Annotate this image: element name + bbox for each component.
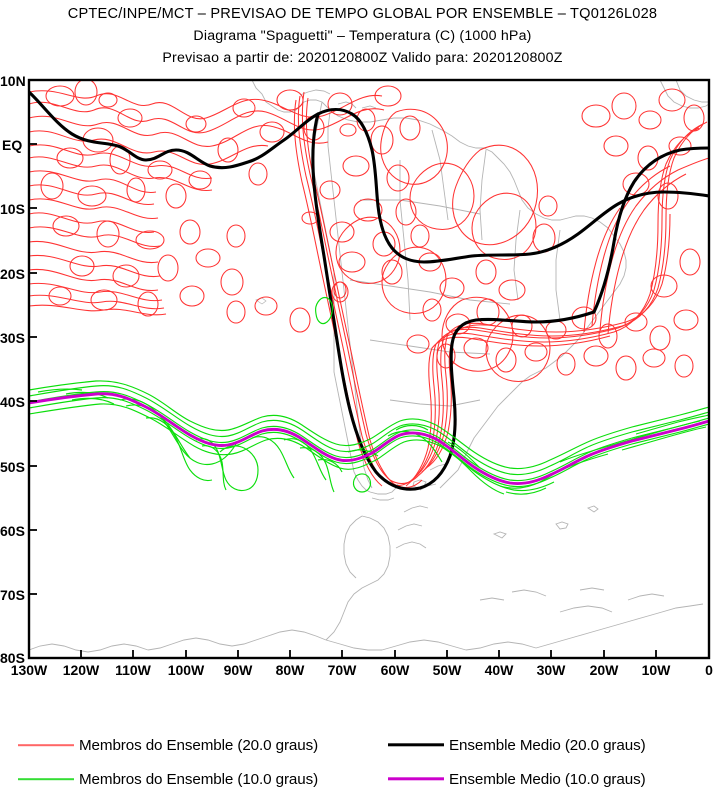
y-tick-label: 80S [0,650,25,666]
page-title: CPTEC/INPE/MCT – PREVISAO DE TEMPO GLOBA… [67,6,658,22]
plot-background [29,80,709,658]
x-tick-label: 90W [224,662,254,678]
y-axis-labels: 10N EQ 10S 20S 30S 40S 50S 60S 70S 80S [0,73,26,666]
x-tick-label: 40W [485,662,515,678]
x-tick-label: 80W [276,662,306,678]
ensemble-members-20-layer [29,80,709,489]
legend-label-mean-10: Ensemble Medio (10.0 graus) [449,770,646,788]
legend-row-20deg: Membros do Ensemble (20.0 graus) Ensembl… [0,730,725,760]
x-tick-label: 130W [11,662,48,678]
legend-item-mean-20: Ensemble Medio (20.0 graus) [388,730,646,760]
legend-item-members-10: Membros do Ensemble (10.0 graus) [18,764,318,794]
x-tick-label: 0 [705,662,713,678]
x-axis: 130W 120W 110W 100W 90W 80W 70W 60W 50W … [11,650,713,678]
legend-item-members-20: Membros do Ensemble (20.0 graus) [18,730,318,760]
y-axis-ticks [29,79,37,659]
x-tick-label: 50W [433,662,463,678]
legend-item-mean-10: Ensemble Medio (10.0 graus) [388,764,646,794]
y-tick-label: 30S [0,330,25,346]
chart-legend: Membros do Ensemble (20.0 graus) Ensembl… [0,722,725,792]
forecast-validity-text: Previsao a partir de: 2020120800Z Valido… [162,50,563,66]
coastline-layer [29,80,709,653]
chart-subtitle: Diagrama "Spaguetti" – Temperatura (C) (… [193,28,532,44]
x-tick-label: 60W [381,662,411,678]
y-tick-label: 10S [0,201,25,217]
legend-swatch-members-20-icon [18,738,74,752]
x-tick-label: 10W [642,662,672,678]
legend-label-members-20: Membros do Ensemble (20.0 graus) [79,736,319,754]
ensemble-members-10-layer [29,296,709,495]
plot-area: 130W 120W 110W 100W 90W 80W 70W 60W 50W … [0,73,713,678]
legend-row-10deg: Membros do Ensemble (10.0 graus) Ensembl… [0,764,725,794]
ensemble-mean-10-line [29,392,709,485]
y-tick-label: 60S [0,523,25,539]
x-tick-label: 100W [168,662,205,678]
y-tick-label: 50S [0,459,25,475]
legend-swatch-mean-20-icon [388,738,444,752]
x-tick-label: 20W [590,662,620,678]
x-tick-label: 120W [63,662,100,678]
legend-label-mean-20: Ensemble Medio (20.0 graus) [449,736,646,754]
x-tick-label: 70W [328,662,358,678]
y-tick-label: 20S [0,266,25,282]
y-tick-label: EQ [2,137,22,153]
spaghetti-plot-svg: 130W 120W 110W 100W 90W 80W 70W 60W 50W … [0,73,713,678]
y-tick-label: 10N [0,73,26,89]
y-tick-label: 40S [0,394,25,410]
x-axis-labels: 130W 120W 110W 100W 90W 80W 70W 60W 50W … [11,662,713,678]
y-axis: 10N EQ 10S 20S 30S 40S 50S 60S 70S 80S [0,73,37,666]
plot-frame [27,78,711,660]
chart-header: CPTEC/INPE/MCT – PREVISAO DE TEMPO GLOBA… [0,0,725,69]
x-tick-label: 110W [115,662,152,678]
y-tick-label: 70S [0,587,25,603]
x-tick-label: 30W [537,662,567,678]
ensemble-mean-20-line [29,90,709,491]
legend-swatch-members-10-icon [18,772,74,786]
legend-label-members-10: Membros do Ensemble (10.0 graus) [79,770,319,788]
legend-swatch-mean-10-icon [388,772,444,786]
x-axis-ticks [28,650,710,658]
